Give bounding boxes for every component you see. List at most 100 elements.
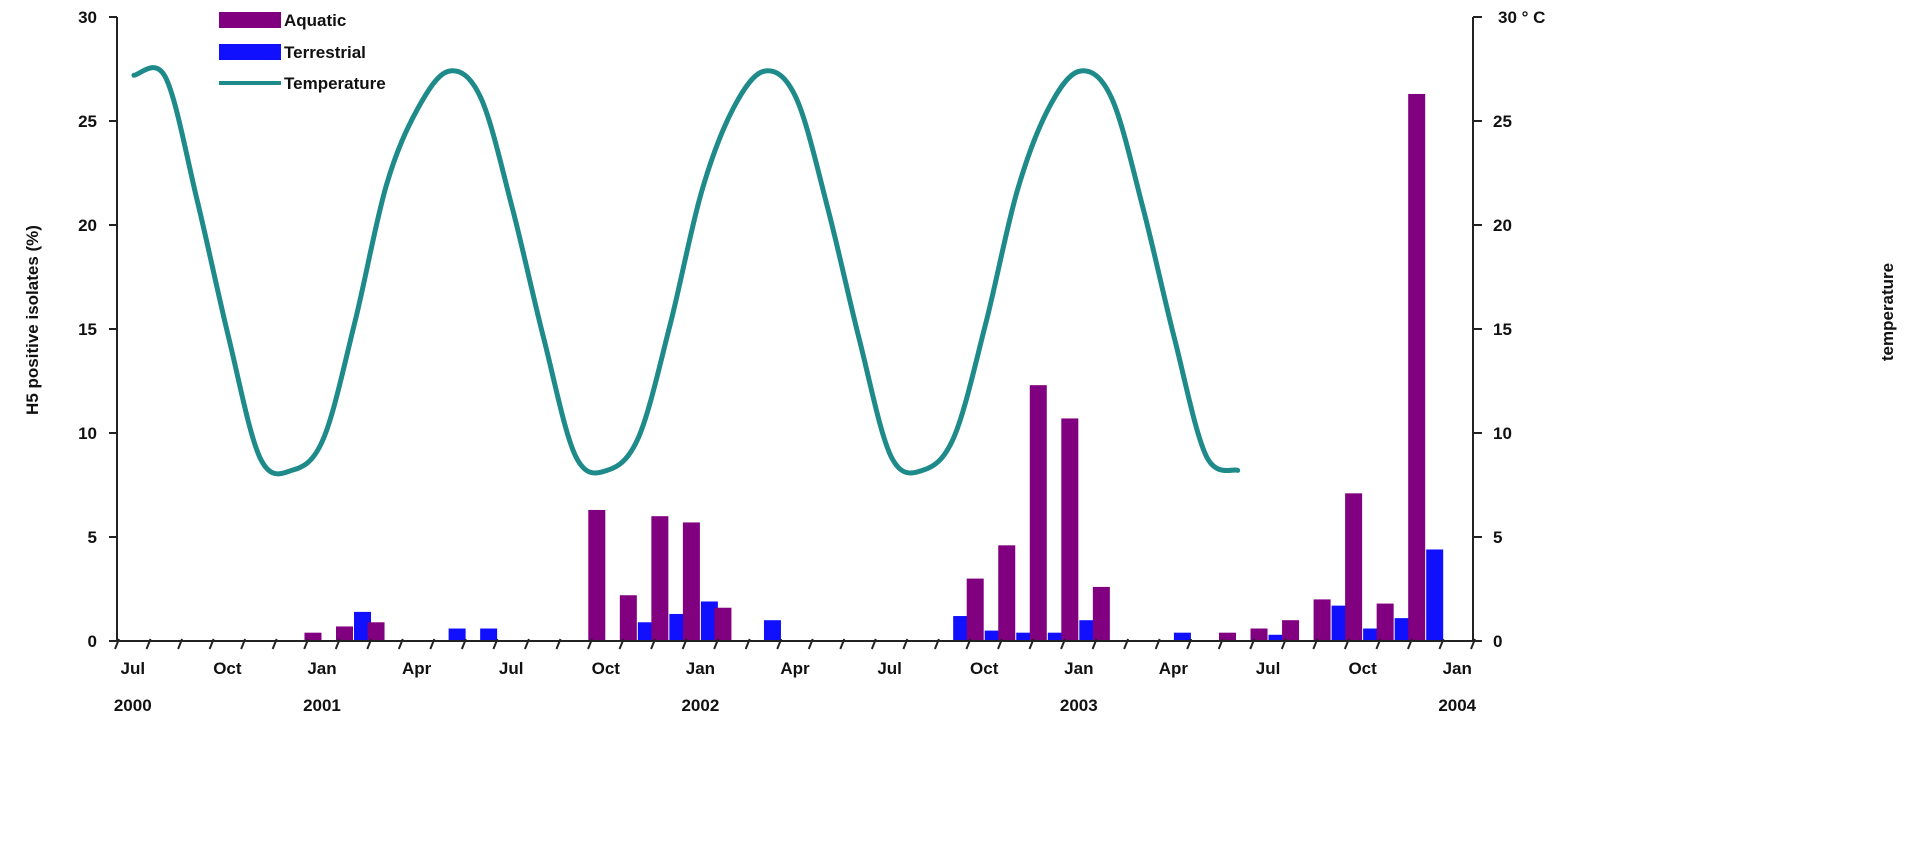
temperature-line: [131, 65, 1241, 477]
right-tick-label: 25: [1493, 112, 1512, 131]
x-tick-mark: [177, 638, 183, 650]
x-tick-label: Jan: [1064, 659, 1093, 678]
x-tick-mark: [1312, 638, 1319, 650]
x-tick-label: Jan: [307, 659, 336, 678]
x-tick-mark: [1186, 638, 1193, 650]
bar-aquatic: [336, 626, 354, 641]
x-year-label: 2000: [114, 696, 152, 715]
right-tick-label: 20: [1493, 216, 1512, 235]
bar-aquatic: [1250, 628, 1268, 641]
bar-terrestrial: [1173, 632, 1191, 641]
x-tick-mark: [303, 638, 310, 650]
x-tick-mark: [1343, 638, 1350, 650]
x-tick-mark: [1028, 638, 1035, 650]
legend-swatch-aquatic: [219, 12, 281, 28]
x-tick-label: Apr: [1159, 659, 1189, 678]
x-tick-mark: [366, 638, 373, 650]
x-tick-mark: [713, 638, 720, 650]
bar-aquatic: [714, 607, 732, 641]
x-tick-mark: [1091, 638, 1098, 650]
x-year-label: 2003: [1060, 696, 1098, 715]
legend-label-temperature: Temperature: [284, 74, 386, 93]
x-tick-mark: [807, 638, 814, 650]
legend-swatch-terrestrial: [219, 44, 281, 60]
x-tick-label: Oct: [970, 659, 999, 678]
right-axis-label: temperature: [1878, 263, 1897, 361]
x-tick-mark: [618, 638, 625, 650]
x-tick-mark: [1060, 638, 1066, 650]
bar-terrestrial: [637, 622, 655, 641]
x-tick-mark: [587, 638, 593, 650]
bar-aquatic: [1061, 418, 1079, 641]
x-tick-label: Oct: [213, 659, 242, 678]
y-axis-label: H5 positive isolates (%): [23, 225, 42, 415]
bar-terrestrial: [1047, 632, 1065, 641]
bar-terrestrial: [669, 613, 687, 641]
bar-terrestrial: [984, 630, 1002, 641]
x-tick-label: Jul: [877, 659, 902, 678]
x-tick-mark: [145, 638, 152, 650]
x-tick-mark: [492, 638, 499, 650]
x-tick-mark: [1470, 638, 1476, 650]
bar-terrestrial: [1426, 549, 1444, 641]
x-tick-label: Apr: [780, 659, 810, 678]
x-tick-mark: [1280, 638, 1287, 650]
x-tick-mark: [902, 638, 909, 650]
right-tick-label: 5: [1493, 528, 1502, 547]
x-year-label: 2001: [303, 696, 341, 715]
x-tick-mark: [997, 638, 1003, 650]
bar-terrestrial: [480, 628, 498, 641]
x-tick-mark: [1375, 638, 1382, 650]
x-tick-mark: [208, 638, 215, 650]
x-tick-label: Jul: [120, 659, 145, 678]
x-tick-mark: [271, 638, 278, 650]
x-tick-mark: [744, 638, 751, 650]
bar-aquatic: [1376, 603, 1394, 641]
x-tick-label: Jan: [686, 659, 715, 678]
legend-label-terrestrial: Terrestrial: [284, 43, 366, 62]
y-tick-label: 10: [78, 424, 97, 443]
bar-aquatic: [1029, 385, 1047, 641]
x-tick-label: Oct: [592, 659, 621, 678]
temperature-layer: [131, 65, 1241, 477]
x-tick-mark: [1123, 638, 1130, 650]
x-tick-mark: [933, 638, 940, 650]
x-tick-mark: [397, 638, 404, 650]
legend: Aquatic Terrestrial Temperature: [219, 11, 386, 93]
x-tick-mark: [1154, 638, 1161, 650]
x-tick-mark: [240, 638, 247, 650]
legend-label-aquatic: Aquatic: [284, 11, 346, 30]
x-tick-mark: [870, 638, 877, 650]
x-tick-label: Jul: [499, 659, 524, 678]
right-tick-label: 10: [1493, 424, 1512, 443]
x-tick-mark: [460, 638, 467, 650]
x-tick-mark: [114, 638, 120, 650]
x-year-label: 2002: [681, 696, 719, 715]
bar-terrestrial: [1363, 628, 1381, 641]
bar-aquatic: [1218, 632, 1236, 641]
bar-aquatic: [998, 545, 1016, 641]
x-tick-mark: [1217, 638, 1224, 650]
y-tick-label: 0: [88, 632, 97, 651]
y-tick-label: 25: [78, 112, 97, 131]
x-tick-label: Oct: [1348, 659, 1377, 678]
bar-aquatic: [367, 622, 385, 641]
bar-terrestrial: [354, 611, 372, 641]
x-tick-mark: [965, 638, 972, 650]
right-axis-unit: 30 ° C: [1498, 8, 1545, 27]
bar-aquatic: [1313, 599, 1331, 641]
x-tick-mark: [776, 638, 783, 650]
bar-aquatic: [1092, 586, 1110, 641]
bars-layer: [304, 93, 1444, 641]
x-tick-mark: [429, 638, 436, 650]
bar-terrestrial: [763, 620, 781, 641]
x-tick-mark: [650, 638, 657, 650]
bar-aquatic: [619, 595, 637, 641]
x-tick-mark: [524, 638, 530, 650]
right-tick-label: 0: [1493, 632, 1502, 651]
bar-terrestrial: [953, 616, 971, 641]
x-tick-label: Jan: [1443, 659, 1472, 678]
y-tick-label: 15: [78, 320, 97, 339]
bar-terrestrial: [1016, 632, 1034, 641]
